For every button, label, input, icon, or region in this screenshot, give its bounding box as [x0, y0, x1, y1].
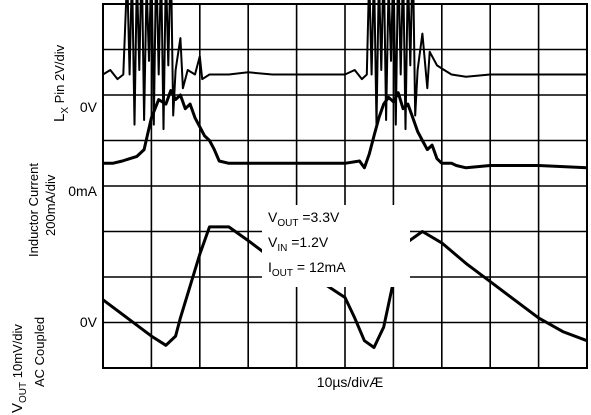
annotation-vout: VOUT =3.3V [268, 209, 340, 229]
waveform-traces [102, 0, 588, 349]
annotation-vin-sub: IN [277, 243, 287, 254]
annotation-vin: VIN =1.2V [268, 234, 329, 254]
annotation-iout-sub: OUT [272, 268, 293, 279]
plot-frame [102, 3, 588, 369]
annotation-iout: IOUT = 12mA [268, 259, 346, 279]
inductor-current-trace [103, 89, 588, 170]
inductor-scale-label: 200mA/div [43, 174, 58, 236]
vout-trace [102, 225, 588, 349]
lx-label-main: L [51, 114, 68, 122]
lx-pin-trace [102, 0, 587, 131]
vout-coupling-label: AC Coupled [32, 317, 47, 387]
annotation-vin-value: =1.2V [287, 234, 329, 250]
conditions-backdrop [262, 205, 410, 287]
annotation-vout-sub: OUT [277, 218, 298, 229]
vout-label-sub: OUT [18, 382, 29, 403]
annotation-vout-main: V [268, 209, 278, 225]
annotation-iout-value: = 12mA [293, 259, 346, 275]
annotation-iout-main: I [268, 259, 272, 275]
lx-zero-label: 0V [80, 99, 98, 115]
vout-channel-label: VOUT 10mV/div [9, 324, 29, 413]
vout-label-rest: 10mV/div [10, 324, 25, 382]
lx-label-sub: X [60, 107, 71, 114]
inductor-zero-label: 0mA [68, 183, 97, 199]
annotation-vin-main: V [268, 234, 278, 250]
annotation-vout-value: =3.3V [298, 209, 340, 225]
x-axis-label: 10µs/divÆ [317, 374, 383, 390]
lx-label-rest: Pin 2V/div [52, 44, 67, 107]
vout-zero-label: 0V [80, 314, 98, 330]
lx-channel-label: LX Pin 2V/div [51, 44, 71, 122]
vout-label-main: V [9, 403, 26, 413]
grid [102, 3, 588, 369]
inductor-channel-label: Inductor Current [26, 163, 41, 257]
